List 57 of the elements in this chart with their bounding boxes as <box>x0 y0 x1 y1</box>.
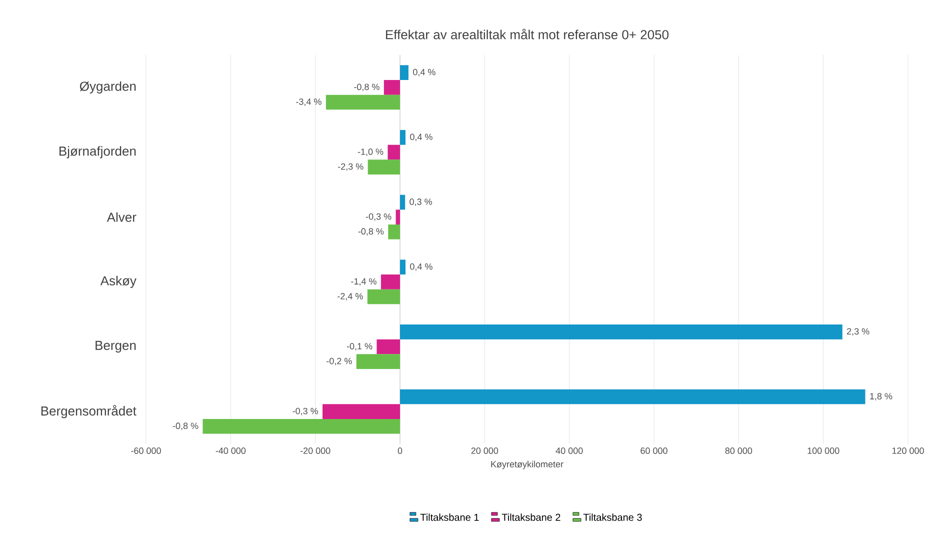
annotation: 0,3 % <box>410 198 432 206</box>
y-tick-label: Alver <box>106 212 136 222</box>
annotation: -0,1 % <box>346 343 372 350</box>
annotation: 0,4 % <box>410 263 432 271</box>
bar <box>322 404 400 419</box>
annotation: -0,8 % <box>172 422 198 430</box>
annotation: -1,4 % <box>351 278 376 286</box>
legend-label: Tiltaksbane 3 <box>583 514 642 521</box>
bar <box>388 224 400 240</box>
bar <box>400 130 406 145</box>
bar <box>384 80 400 95</box>
x-tick-label: -20 000 <box>300 448 330 454</box>
y-tick-label: Øygarden <box>80 81 136 94</box>
bar <box>368 160 400 174</box>
x-tick-label: 100 000 <box>808 448 840 454</box>
bar <box>400 260 406 274</box>
annotation: -0,8 % <box>358 228 384 236</box>
y-tick-label: Bjørnafjorden <box>60 146 136 158</box>
bar <box>202 418 400 434</box>
bar <box>356 354 400 369</box>
bar <box>400 324 842 340</box>
bar <box>400 194 406 210</box>
annotation: -2,3 % <box>338 163 364 171</box>
x-tick-label: 60 000 <box>640 448 668 454</box>
x-axis-title: Køyretøykilometer <box>491 460 564 470</box>
x-tick-label: 120 000 <box>892 448 924 454</box>
annotation: -0,8 % <box>354 84 380 92</box>
legend-label: Tiltaksbane 1 <box>420 514 479 521</box>
y-tick-label: Bergen <box>96 340 136 353</box>
x-tick-label: 40 000 <box>556 448 583 454</box>
annotation: -0,3 % <box>366 213 392 221</box>
x-tick-label: 20 000 <box>471 448 498 454</box>
legend-label: Tiltaksbane 2 <box>502 514 560 521</box>
bar <box>400 389 866 404</box>
annotation: -3,4 % <box>296 98 322 106</box>
bar <box>367 289 400 304</box>
x-tick-label: -60 000 <box>131 448 161 454</box>
bar <box>380 274 400 290</box>
annotation: -2,4 % <box>338 293 363 300</box>
annotation: 0,4 % <box>413 68 436 76</box>
bar <box>400 65 408 80</box>
annotation: -0,3 % <box>292 408 318 416</box>
annotation: 1,8 % <box>870 393 892 400</box>
chart-title: Effektar av arealtiltak målt mot referanse 0+ 2050 <box>386 28 669 40</box>
annotation: -0,2 % <box>326 358 352 366</box>
y-tick-label: Askøy <box>100 276 136 288</box>
bar <box>326 94 400 110</box>
bar <box>376 339 400 354</box>
bar <box>396 210 400 224</box>
bar <box>388 144 400 160</box>
y-tick-label: Bergensområdet <box>41 404 136 418</box>
annotation: 2,3 % <box>847 328 870 336</box>
x-tick-label: 0 <box>398 448 402 454</box>
annotation: -1,0 % <box>358 148 384 156</box>
x-tick-label: 80 000 <box>725 448 752 454</box>
annotation: 0,4 % <box>410 134 432 142</box>
x-tick-label: -40 000 <box>216 448 246 454</box>
